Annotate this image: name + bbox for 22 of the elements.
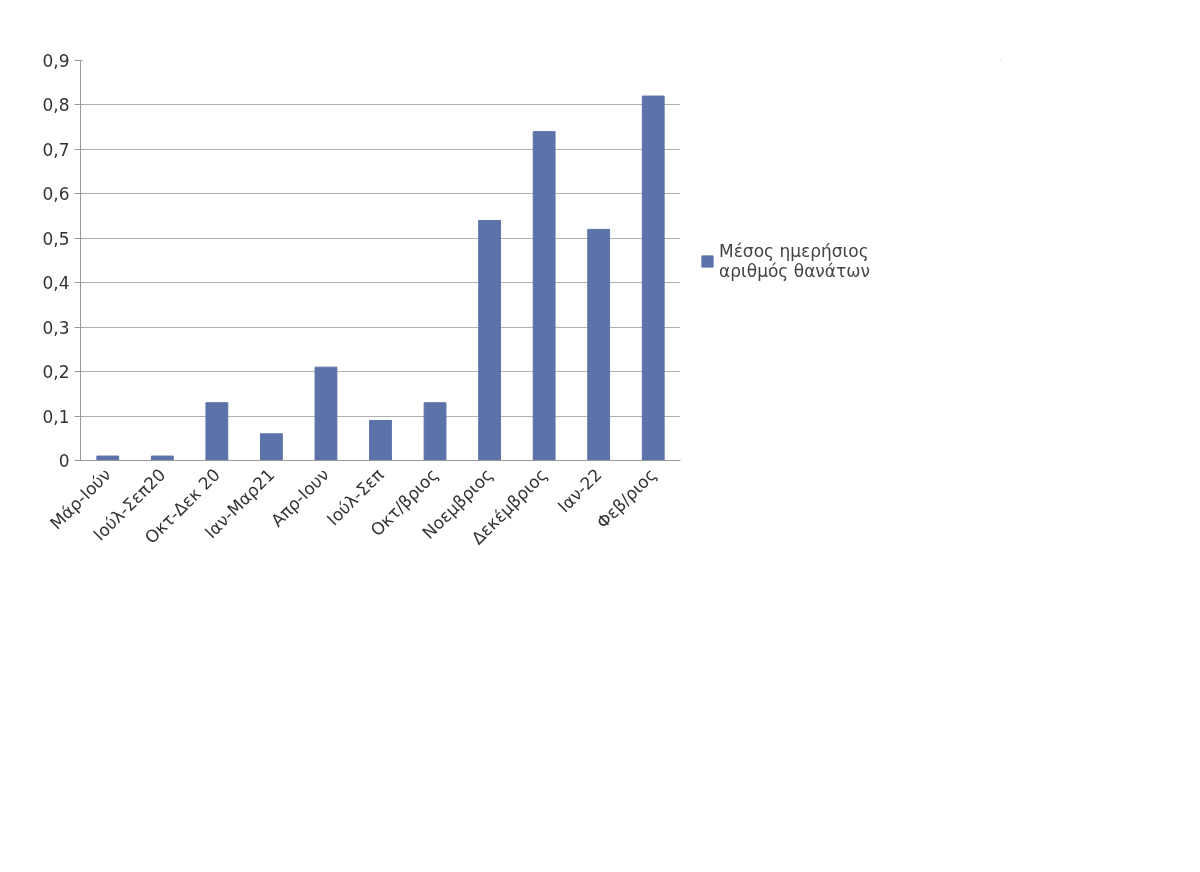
- y-tick-label: 0,9: [42, 51, 70, 71]
- legend-label: Μέσος ημερήσιος αριθμός θανάτων: [719, 241, 871, 281]
- bar: [423, 402, 447, 461]
- bar: [641, 95, 665, 461]
- bar: [532, 131, 556, 461]
- y-tick-label: 0,8: [42, 95, 70, 116]
- bar: [314, 366, 338, 461]
- y-tick-label: 0,7: [42, 139, 70, 160]
- bar: [96, 455, 120, 461]
- bar: [478, 220, 501, 461]
- bar: [369, 420, 392, 461]
- y-tick-label: 0,3: [42, 317, 70, 338]
- y-tick-label: 0: [58, 451, 70, 471]
- bar: [205, 402, 229, 461]
- y-tick-label: 0,5: [42, 228, 70, 249]
- y-tick-label: 0,1: [42, 406, 70, 427]
- bar: [150, 455, 174, 461]
- y-tick-label: 0,2: [42, 362, 70, 383]
- y-tick-label: 0,4: [42, 273, 70, 294]
- y-tick-label: 0,6: [42, 184, 70, 205]
- bar: [260, 433, 283, 461]
- bar: [587, 228, 611, 461]
